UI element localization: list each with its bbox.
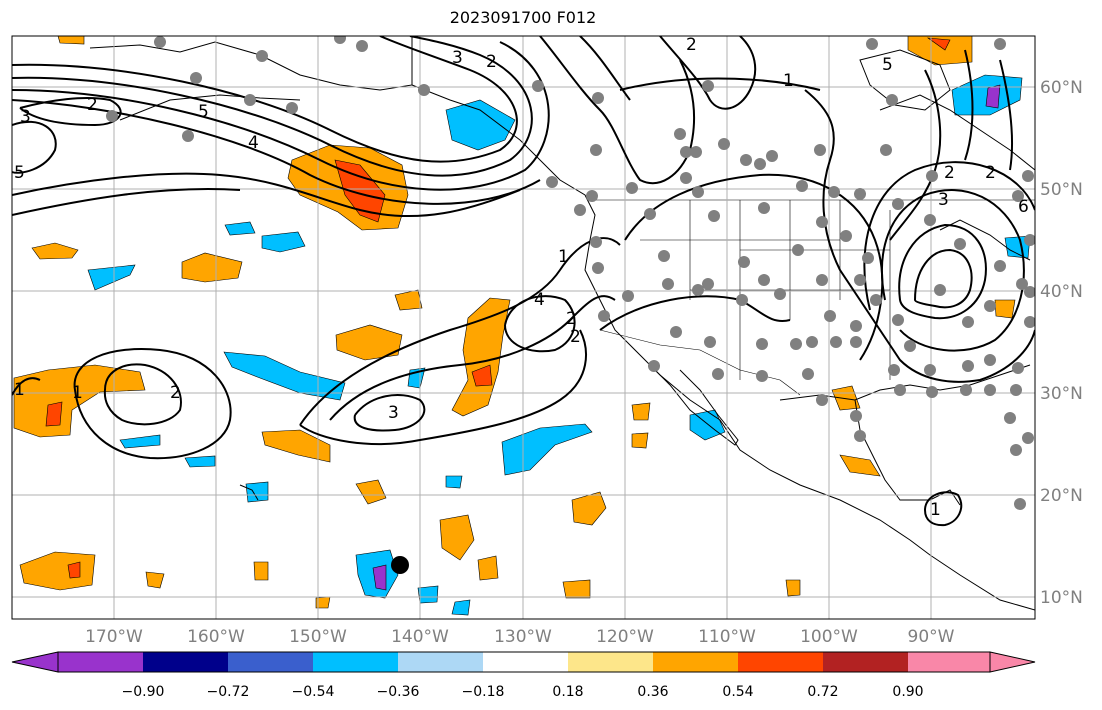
colorbar-segment	[228, 652, 313, 672]
contour-label: 1	[783, 71, 794, 91]
lon-label: 140°W	[391, 627, 449, 647]
station-markers	[106, 36, 1035, 510]
negative-anomaly-areas	[87, 74, 1031, 616]
colorbar-segment	[313, 652, 398, 672]
lon-label: 130°W	[494, 627, 552, 647]
contour-label: 2	[486, 52, 497, 72]
colorbar-segment	[653, 652, 738, 672]
contour-label: 2	[985, 163, 996, 183]
lon-label: 150°W	[289, 627, 347, 647]
colorbar-segment	[143, 652, 228, 672]
contour-lines	[12, 36, 1035, 527]
contour-labels: 3 2 3 2 1 5 4 5 1 2 2 1 4 2 2 3 1 2 1 2 …	[14, 35, 1029, 520]
contour-label: 2	[686, 35, 697, 55]
contour-label: 2	[944, 163, 955, 183]
colorbar-segment	[398, 652, 483, 672]
colorbar-extend-max	[989, 651, 1036, 673]
colorbar-tick-label: −0.72	[207, 684, 250, 700]
lat-label: 50°N	[1040, 180, 1083, 200]
lat-label: 10°N	[1040, 588, 1083, 608]
colorbar-segment	[568, 652, 653, 672]
colorbar-tick-label: 0.72	[807, 684, 838, 700]
contour-label: 2	[566, 309, 577, 329]
contour-label: 3	[938, 190, 949, 210]
contour-label: 2	[570, 327, 581, 347]
latitude-labels: 60°N 50°N 40°N 30°N 20°N 10°N	[1040, 78, 1083, 608]
colorbar-extend-min	[11, 651, 59, 673]
lat-label: 30°N	[1040, 384, 1083, 404]
colorbar-tick-label: −0.36	[377, 684, 420, 700]
contour-label: 3	[388, 403, 399, 423]
contour-label: 6	[1018, 197, 1029, 217]
contour-label: 1	[558, 247, 569, 267]
lon-label: 90°W	[908, 627, 955, 647]
colorbar-segment	[58, 652, 143, 672]
contour-label: 2	[87, 95, 98, 115]
contour-label: 3	[452, 48, 463, 68]
contour-label: 5	[198, 102, 209, 122]
contour-label: 5	[882, 55, 893, 75]
colorbar-tick-label: −0.18	[462, 684, 505, 700]
colorbar-tick-label: 0.18	[552, 684, 583, 700]
lon-label: 120°W	[596, 627, 654, 647]
colorbar-outline	[57, 651, 991, 673]
contour-label: 4	[534, 290, 545, 310]
colorbar: −0.90 −0.72 −0.54 −0.36 −0.18 0.18 0.36 …	[11, 651, 1036, 700]
lat-label: 40°N	[1040, 282, 1083, 302]
contour-label: 5	[14, 163, 25, 183]
longitude-labels: 170°W 160°W 150°W 140°W 130°W 120°W 110°…	[85, 627, 955, 647]
colorbar-tick-label: 0.90	[892, 684, 923, 700]
colorbar-tick-label: 0.54	[722, 684, 753, 700]
colorbar-segment	[823, 652, 908, 672]
contour-label: 4	[248, 133, 259, 153]
location-marker	[391, 556, 409, 574]
lat-label: 20°N	[1040, 486, 1083, 506]
map-title: 2023091700 F012	[449, 8, 597, 27]
colorbar-segment	[483, 652, 568, 672]
lon-label: 170°W	[85, 627, 143, 647]
colorbar-segment	[908, 652, 990, 672]
colorbar-tick-label: −0.90	[122, 684, 165, 700]
map-frame	[11, 35, 1036, 620]
lon-label: 100°W	[800, 627, 858, 647]
contour-label: 1	[72, 383, 83, 403]
colorbar-tick-label: −0.54	[292, 684, 335, 700]
contour-label: 3	[20, 107, 31, 127]
contour-label: 1	[930, 500, 941, 520]
lon-label: 160°W	[187, 627, 245, 647]
contour-label: 2	[170, 383, 181, 403]
lat-label: 60°N	[1040, 78, 1083, 98]
colorbar-segment	[738, 652, 823, 672]
colorbar-tick-label: 0.36	[637, 684, 668, 700]
lon-label: 110°W	[698, 627, 756, 647]
contour-label: 1	[14, 380, 25, 400]
